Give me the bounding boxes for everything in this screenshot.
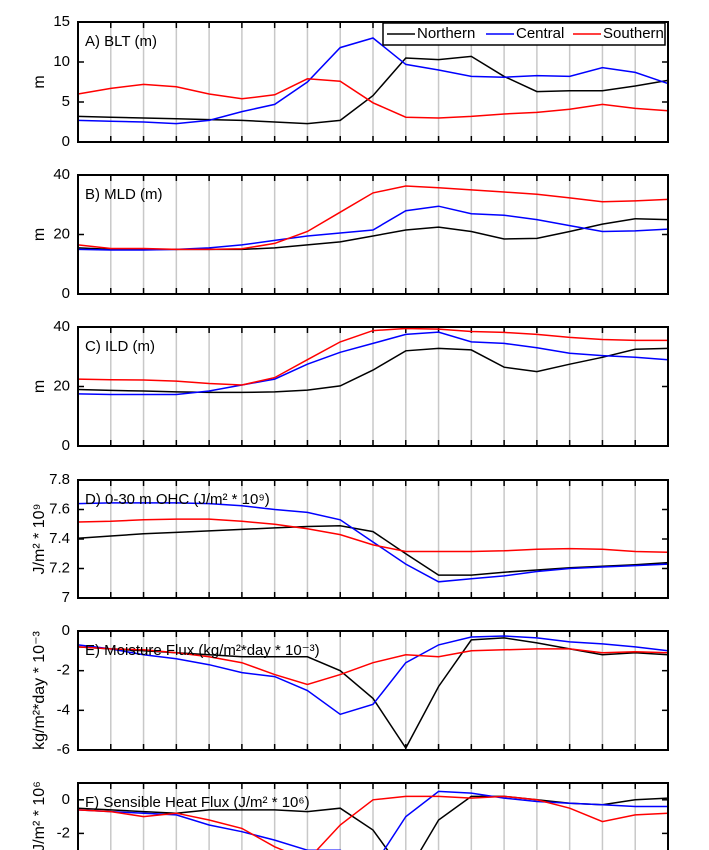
plot-frame [77, 630, 669, 751]
y-tick-label: 10 [53, 53, 70, 70]
plot-frame [77, 326, 669, 447]
y-axis-label: m [31, 75, 48, 88]
panel: 0 20 40 B) MLD (m) m [31, 166, 669, 302]
legend-label: Southern [603, 25, 664, 42]
y-tick-label: 7.6 [49, 500, 70, 517]
panel: 7 7.2 7.4 7.6 7.8 D) 0-30 m OHC (J/m² * 10⁹) J… [31, 471, 669, 606]
y-tick-label: 0 [62, 791, 70, 808]
plot-frame [77, 479, 669, 599]
series-line [77, 502, 669, 583]
y-tick-label: 7.8 [49, 471, 70, 488]
panel: 0 20 40 C) ILD (m) m [31, 318, 669, 454]
panel: -2 0 F) Sensible Heat Flux (J/m² * 10⁶) J/m… [31, 781, 669, 850]
y-tick-label: 7.4 [49, 530, 70, 547]
y-axis-label: m [31, 228, 48, 241]
y-axis-label: m [31, 380, 48, 393]
panel-title: D) 0-30 m OHC (J/m² * 10⁹) [85, 491, 270, 508]
panel-title: C) ILD (m) [85, 338, 155, 355]
y-tick-label: 20 [53, 377, 70, 394]
legend-box [382, 22, 666, 46]
series-line [77, 790, 668, 850]
series-line [77, 327, 668, 386]
y-tick-label: 5 [62, 93, 70, 110]
y-tick-label: 0 [62, 622, 70, 639]
y-tick-label: 0 [62, 133, 70, 150]
panel-title: B) MLD (m) [85, 186, 163, 203]
y-tick-label: 7 [62, 589, 70, 606]
y-tick-label: 20 [53, 225, 70, 242]
y-tick-label: 40 [53, 166, 70, 183]
panel-title: F) Sensible Heat Flux (J/m² * 10⁶) [85, 794, 310, 811]
y-tick-label: 7.2 [49, 559, 70, 576]
series-line [77, 185, 669, 251]
series-line [77, 795, 669, 850]
panel: -6 -4 -2 0 E) Moisture Flux (kg/m²*day * 10⁻… [31, 622, 669, 758]
series-line [77, 347, 669, 394]
y-tick-label: 0 [62, 285, 70, 302]
series-line [77, 518, 669, 554]
series-line [77, 331, 669, 396]
plot-frame [77, 782, 669, 850]
panel: 0 5 10 15 A) BLT (m) m Northern Central Southern [31, 13, 669, 150]
plot-frame [77, 21, 669, 143]
y-tick-label: -4 [57, 701, 70, 718]
plot-frame [77, 174, 669, 295]
series-line [77, 37, 669, 125]
legend-label: Northern [417, 25, 475, 42]
series-line [77, 55, 669, 125]
panel-title: E) Moisture Flux (kg/m²*day * 10⁻³) [85, 642, 320, 659]
series-line [77, 78, 669, 119]
legend-label: Central [516, 25, 564, 42]
y-tick-label: -2 [57, 824, 70, 841]
y-tick-label: 0 [62, 437, 70, 454]
y-tick-label: 40 [53, 318, 70, 335]
series-line [77, 635, 669, 716]
y-axis-label: kg/m²*day * 10⁻³ [31, 630, 48, 749]
y-axis-label: J/m² * 10⁹ [31, 504, 48, 575]
panel-title: A) BLT (m) [85, 33, 157, 50]
y-tick-label: 15 [53, 13, 70, 30]
y-tick-label: -2 [57, 662, 70, 679]
y-axis-label: J/m² * 10⁶ [31, 781, 48, 850]
y-tick-label: -6 [57, 741, 70, 758]
series-line [77, 646, 669, 686]
